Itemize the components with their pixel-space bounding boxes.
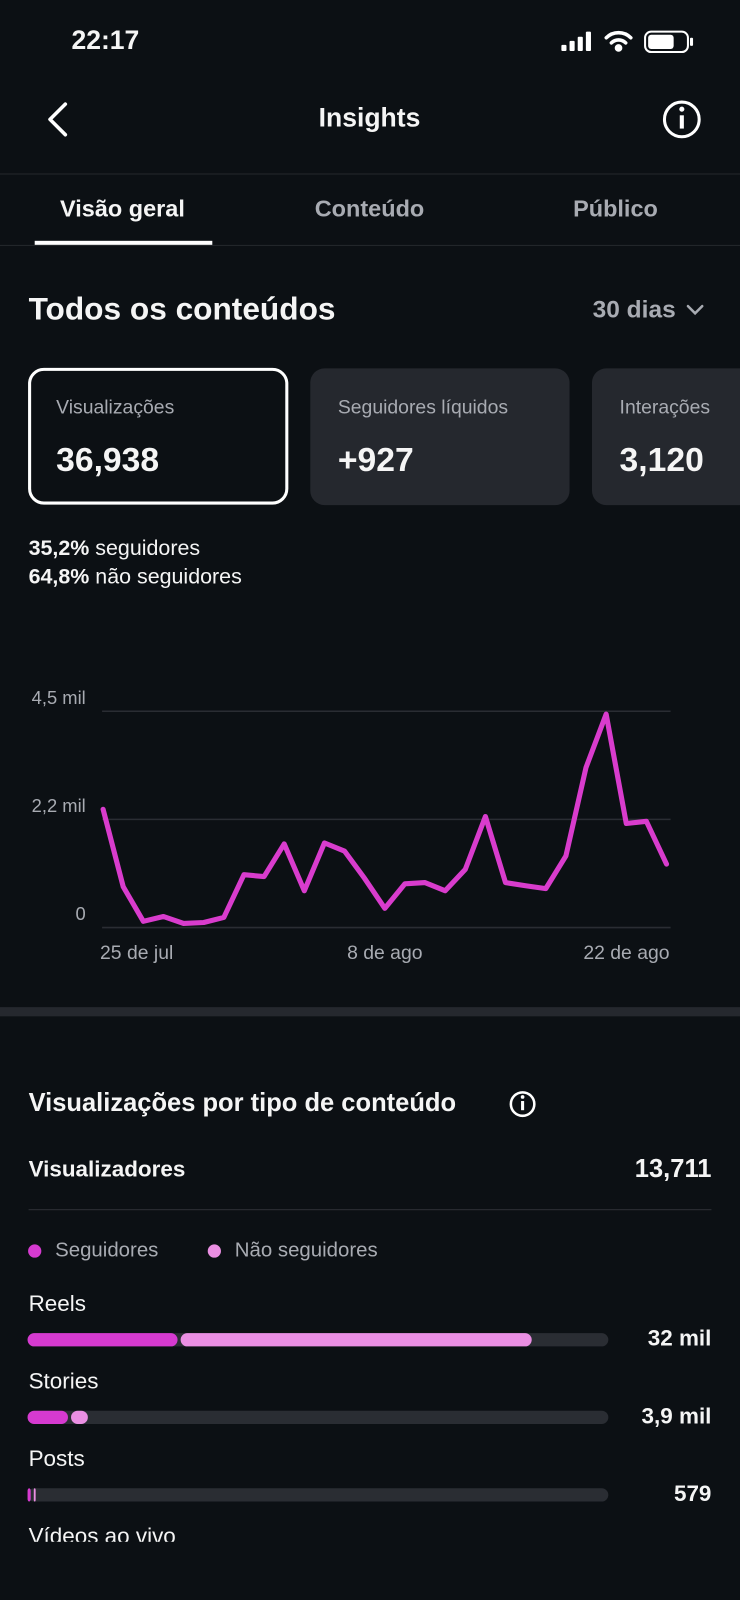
line-chart: 0 2,2 mil 4,5 mil 25 de jul 8 de ago 22 de ag… xyxy=(32,687,671,964)
category-label: Reels xyxy=(29,1291,86,1316)
category-label: Posts xyxy=(29,1446,85,1471)
bar-segment xyxy=(27,1488,31,1502)
y-tick-label: 2,2 mil xyxy=(32,795,86,816)
legend-marker xyxy=(28,1244,42,1258)
bar-segment xyxy=(180,1333,532,1347)
info-button[interactable] xyxy=(662,100,701,139)
period-selector[interactable]: 30 dias xyxy=(593,297,676,324)
metric-value: +927 xyxy=(338,442,414,479)
x-tick-label: 22 de ago xyxy=(583,942,669,964)
bar-segment xyxy=(27,1333,178,1347)
category-label: Stories xyxy=(29,1369,99,1394)
x-tick-label: 8 de ago xyxy=(347,942,422,964)
viewers-label: Visualizadores xyxy=(29,1156,186,1181)
section-title: Todos os conteúdos xyxy=(29,291,336,327)
audience-label: seguidores xyxy=(95,536,200,560)
chevron-icon xyxy=(686,304,704,316)
metric-card[interactable]: Interações 3,120 xyxy=(592,368,740,506)
divider xyxy=(0,244,740,246)
section-divider xyxy=(0,1007,740,1017)
info-icon[interactable] xyxy=(509,1091,536,1118)
bar-total: 32 mil xyxy=(648,1326,712,1351)
y-tick-label: 4,5 mil xyxy=(32,687,86,708)
legend-label: Não seguidores xyxy=(235,1239,378,1261)
back-button[interactable] xyxy=(48,102,68,137)
metric-value: 3,120 xyxy=(620,442,704,479)
bar-total: 579 xyxy=(674,1481,711,1506)
metric-card[interactable]: Seguidores líquidos +927 xyxy=(310,368,570,506)
metric-value: 36,938 xyxy=(56,442,159,479)
data-line xyxy=(100,711,670,927)
header-title: Insights xyxy=(319,102,421,132)
audience-line: 35,2% seguidores xyxy=(29,536,201,560)
bar-track xyxy=(27,1488,609,1502)
audience-share: 35,2% xyxy=(29,536,90,560)
status-time: 22:17 xyxy=(71,25,139,55)
tab-indicator xyxy=(34,240,213,245)
viewers-value: 13,711 xyxy=(635,1155,712,1183)
bar-segment xyxy=(71,1410,88,1424)
metric-label: Seguidores líquidos xyxy=(338,396,508,418)
metric-label: Interações xyxy=(620,396,710,418)
audience-line: 64,8% não seguidores xyxy=(29,564,242,588)
section-title: Visualizações por tipo de conteúdo xyxy=(29,1089,456,1117)
audience-label: não seguidores xyxy=(95,564,242,588)
bar-total: 3,9 mil xyxy=(642,1403,712,1428)
signal-icon xyxy=(561,31,591,52)
divider xyxy=(28,1209,712,1211)
bar-segment xyxy=(27,1410,68,1424)
legend-label: Seguidores xyxy=(55,1239,158,1261)
tab[interactable]: Conteúdo xyxy=(315,195,425,221)
battery-icon xyxy=(644,30,694,54)
tab[interactable]: Público xyxy=(573,195,658,221)
divider xyxy=(0,173,740,175)
bar-segment xyxy=(33,1488,36,1502)
metric-card[interactable]: Visualizações 36,938 xyxy=(28,367,289,505)
wifi-icon xyxy=(604,30,633,52)
x-tick-label: 25 de jul xyxy=(100,942,173,964)
bottom-fade xyxy=(0,1541,740,1600)
tab-active[interactable]: Visão geral xyxy=(60,195,185,221)
y-tick-label: 0 xyxy=(76,903,86,924)
audience-share: 64,8% xyxy=(29,564,90,588)
metric-label: Visualizações xyxy=(56,396,174,418)
legend-marker xyxy=(207,1244,221,1258)
bar-track xyxy=(27,1410,609,1424)
